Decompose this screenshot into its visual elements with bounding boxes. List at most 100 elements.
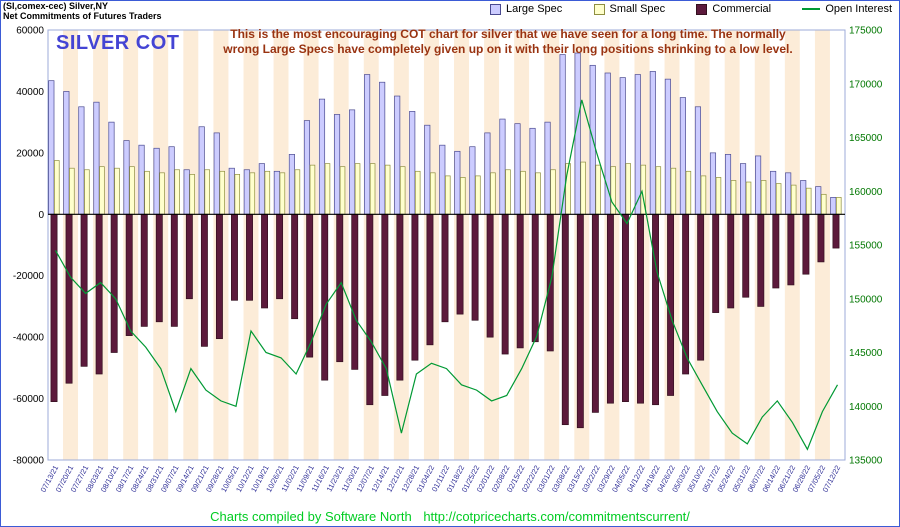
commercial-bar	[621, 213, 629, 402]
small-spec-bar	[369, 163, 376, 215]
small-spec-bar	[174, 169, 180, 215]
small-spec-bar	[430, 172, 436, 215]
large-spec-bar	[724, 154, 732, 215]
small-spec-bar	[535, 172, 541, 215]
left-axis-tick-label: -40000	[13, 333, 45, 344]
footer-credit-text: Charts compiled by Software North	[210, 509, 412, 524]
commercial-bar	[65, 213, 73, 384]
commercial-bar	[411, 213, 419, 361]
left-axis-tick-label: 40000	[16, 87, 44, 98]
commercial-bar	[501, 213, 509, 355]
right-axis-tick-label: 170000	[849, 79, 883, 90]
commercial-bar	[185, 213, 193, 300]
commercial-bar	[516, 213, 524, 349]
right-axis-tick-label: 140000	[849, 402, 883, 413]
large-spec-bar	[634, 74, 641, 215]
commercial-bar	[471, 213, 479, 321]
small-spec-bar	[775, 183, 782, 215]
commercial-bar	[832, 213, 840, 249]
commercial-bar	[261, 213, 269, 309]
small-spec-bar	[129, 166, 135, 215]
small-spec-bar	[625, 163, 631, 215]
large-spec-bar	[63, 91, 70, 215]
footer-credit: Charts compiled by Software North http:/…	[0, 509, 900, 524]
chart-legend: Large Spec Small Spec Commercial Open In…	[490, 3, 892, 15]
commercial-bar	[531, 213, 539, 343]
commercial-bar	[50, 213, 58, 402]
small-spec-bar	[580, 161, 586, 215]
legend-label-small-spec: Small Spec	[609, 3, 666, 15]
chart-title: SILVER COT	[56, 32, 180, 54]
right-axis-tick-label: 150000	[849, 294, 883, 305]
small-spec-bar	[54, 160, 60, 215]
large-spec-bar	[394, 95, 401, 215]
small-spec-bar	[505, 169, 511, 215]
left-axis-tick-label: 60000	[16, 26, 44, 37]
footer-url-link[interactable]: http://cotpricecharts.com/commitmentscur…	[423, 509, 690, 524]
large-spec-bar	[694, 106, 701, 215]
large-spec-bar	[213, 132, 220, 215]
large-spec-bar	[484, 132, 491, 215]
large-spec-bar	[454, 150, 461, 215]
commercial-bar	[486, 213, 494, 338]
right-axis-tick-label: 160000	[849, 187, 883, 198]
large-spec-bar	[123, 140, 130, 215]
large-spec-swatch-icon	[490, 3, 501, 15]
large-spec-bar	[770, 170, 777, 215]
small-spec-bar	[294, 169, 301, 215]
commercial-bar	[155, 213, 163, 323]
small-spec-bar	[685, 170, 692, 215]
small-spec-bar	[324, 163, 331, 215]
commercial-bar	[426, 213, 434, 346]
large-spec-bar	[544, 121, 551, 215]
commercial-bar	[306, 213, 314, 358]
annotation-line-1: This is the most encouraging COT chart f…	[230, 27, 786, 41]
large-spec-bar	[273, 170, 280, 215]
large-spec-bar	[333, 114, 341, 215]
small-spec-bar	[249, 172, 256, 215]
commercial-bar	[576, 213, 584, 429]
small-spec-bar	[760, 180, 767, 215]
commercial-bar	[381, 213, 389, 396]
plot-frame	[47, 29, 846, 461]
commercial-bar	[817, 213, 825, 263]
small-spec-bar	[234, 174, 241, 215]
large-spec-bar	[78, 106, 85, 215]
commercial-bar	[110, 213, 118, 353]
large-spec-bar	[409, 111, 416, 215]
commercial-bar	[321, 213, 329, 381]
commercial-bar	[637, 213, 644, 404]
legend-item-open-interest: Open Interest	[802, 3, 892, 15]
commercial-bar	[246, 213, 253, 301]
commercial-bar	[561, 213, 569, 426]
large-spec-bar	[349, 109, 356, 215]
annotation-line-2: wrong Large Specs have completely given …	[223, 42, 793, 56]
large-spec-bar	[709, 152, 717, 215]
small-spec-bar	[354, 163, 361, 215]
small-spec-bar	[279, 172, 286, 215]
commercial-bar	[757, 213, 765, 307]
small-spec-bar	[655, 166, 662, 215]
commercial-bar	[667, 213, 675, 396]
small-spec-bar	[730, 180, 737, 215]
small-spec-bar	[99, 166, 105, 215]
small-spec-bar	[836, 197, 842, 215]
open-interest-line-swatch-icon	[802, 8, 821, 10]
small-spec-bar	[159, 172, 165, 215]
commercial-bar	[772, 213, 780, 289]
commercial-bar	[742, 213, 750, 298]
small-spec-bar	[339, 166, 346, 215]
commercial-bar	[606, 213, 614, 404]
large-spec-bar	[664, 78, 671, 215]
small-spec-bar	[219, 170, 225, 215]
instrument-title: (SI,comex-cec) Silver,NY	[3, 1, 109, 11]
small-spec-bar	[790, 184, 797, 215]
large-spec-bar	[619, 77, 626, 215]
legend-item-small-spec: Small Spec	[593, 3, 666, 15]
large-spec-bar	[815, 186, 822, 215]
large-spec-bar	[439, 144, 446, 215]
commercial-bar	[697, 213, 705, 361]
small-spec-bar	[715, 177, 722, 215]
large-spec-bar	[93, 101, 100, 215]
